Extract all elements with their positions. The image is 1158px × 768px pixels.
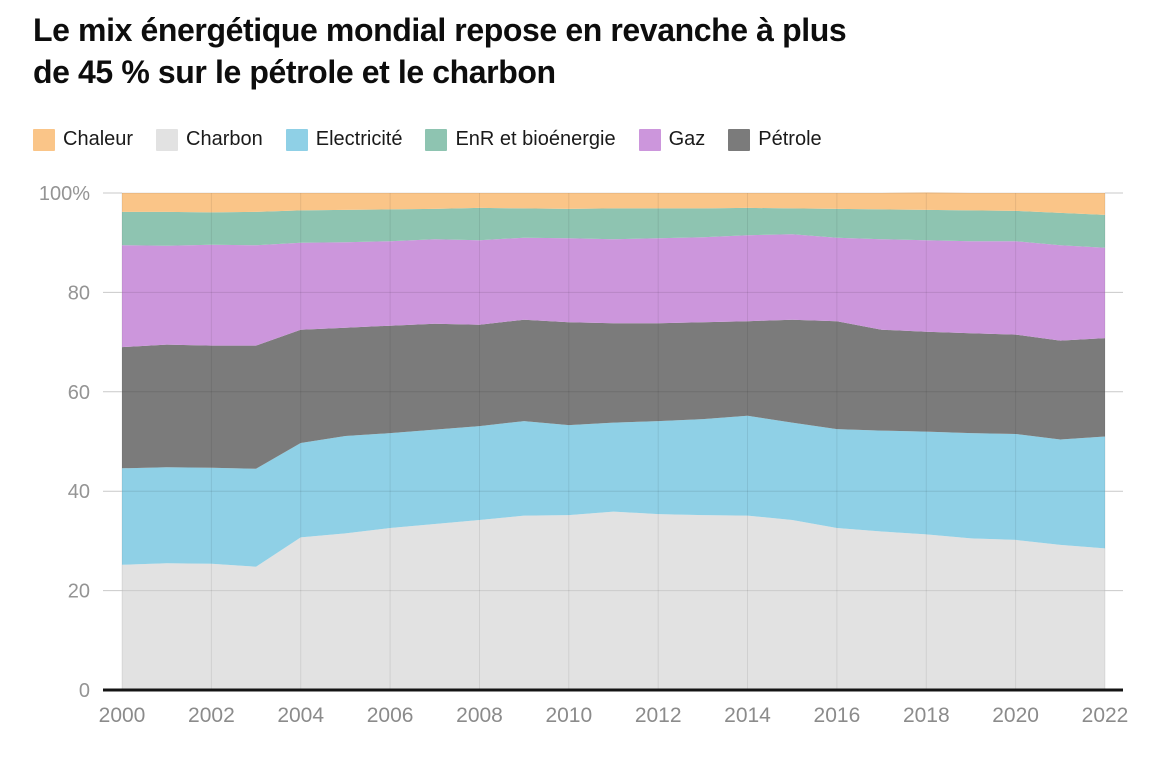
x-tick-label: 2010 [545,704,592,727]
x-tick-label: 2020 [992,704,1039,727]
legend-swatch-charbon [156,128,179,151]
x-tick-label: 2018 [903,704,950,727]
chart-title-line1: Le mix énergétique mondial repose en rev… [33,12,847,48]
legend-swatch-gaz [638,128,661,151]
x-tick-label: 2016 [814,704,861,727]
y-gridlines: 0 20 40 60 80 100% [39,183,1123,702]
legend-label: Charbon [186,128,263,150]
x-tick-label: 2002 [188,704,235,727]
area-enr-et-bio-nergie[interactable] [122,207,1105,248]
legend-label: Pétrole [758,128,822,150]
x-gridlines [121,193,1106,690]
y-tick-label: 40 [68,481,90,503]
area-electricit[interactable] [122,415,1105,567]
legend-label: EnR et bioénergie [455,128,616,150]
legend-swatch-chaleur [33,128,55,151]
legend-item-p-trole: Pétrole [728,128,822,151]
legend-item-charbon: Charbon [156,128,263,151]
y-tick-label: 20 [68,581,90,603]
chart-legend: Chaleur Charbon Electricité EnR et bioénerg… [33,128,822,151]
areas-group [122,192,1105,690]
y-tick-label: 80 [68,282,90,304]
x-tick-label: 2006 [367,704,414,727]
chart-title: Le mix énergétique mondial repose en rev… [33,9,1133,93]
legend-swatch-electricit [285,128,308,151]
legend-label: Gaz [668,128,706,150]
area-p-trole[interactable] [122,319,1105,469]
x-tick-label: 2008 [456,704,503,727]
area-gaz[interactable] [122,234,1105,348]
y-tick-label: 100% [39,183,90,205]
legend-item-electricit: Electricité [285,128,403,151]
legend-swatch-enr-et-bio-nergie [425,128,448,151]
x-tick-label: 2004 [277,704,324,727]
legend-label: Chaleur [63,128,134,150]
chart-title-line2: de 45 % sur le pétrole et le charbon [33,54,556,90]
y-tick-label: 60 [68,382,90,404]
area-chaleur[interactable] [122,192,1105,215]
legend-item-enr-et-bio-nergie: EnR et bioénergie [425,128,616,151]
legend-label: Electricité [315,128,403,150]
legend-swatch-p-trole [728,128,751,151]
area-charbon[interactable] [122,511,1105,690]
x-tick-label: 2022 [1082,704,1129,727]
legend-item-chaleur: Chaleur [33,128,133,151]
y-tick-label: 0 [79,680,90,702]
x-tick-label: 2012 [635,704,682,727]
x-tick-label: 2014 [724,704,771,727]
x-tick-label: 2000 [99,704,146,727]
legend-item-gaz: Gaz [638,128,706,151]
x-tick-labels: 2000 2002 2004 2006 2008 2010 2012 2014 2016 2018… [99,704,1129,727]
